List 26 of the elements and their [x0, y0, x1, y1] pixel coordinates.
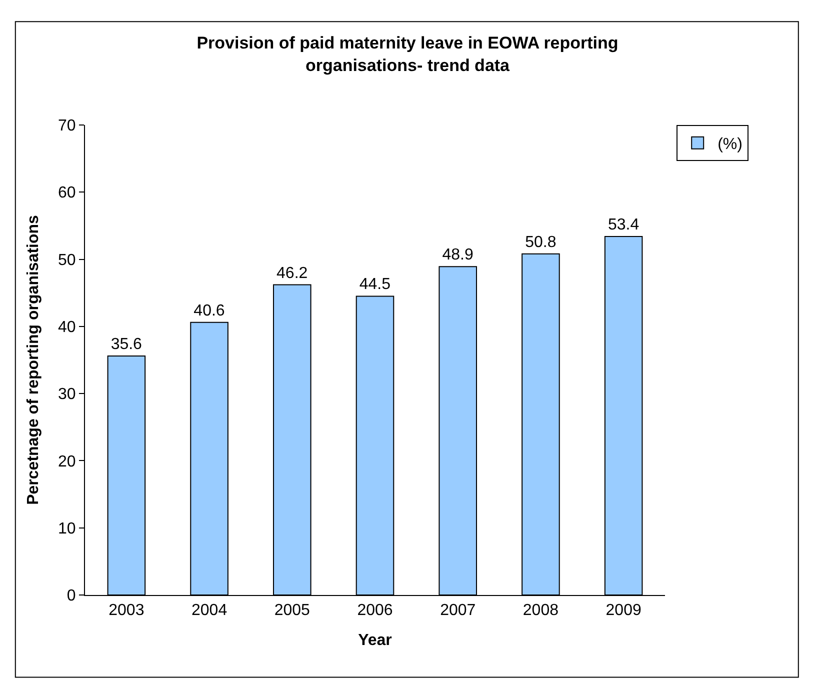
- x-tick-label: 2004: [191, 602, 228, 620]
- y-tick-label: 50: [58, 252, 76, 269]
- x-axis-title: Year: [358, 632, 392, 649]
- x-tick-label: 2009: [606, 602, 642, 620]
- y-tick-label: 0: [66, 588, 76, 605]
- data-label: 50.8: [525, 234, 556, 251]
- data-label: 46.2: [276, 264, 308, 282]
- x-tick-label: 2006: [357, 602, 393, 620]
- data-label: 44.5: [359, 276, 391, 294]
- y-tick-label: 30: [58, 386, 76, 404]
- x-tick-label: 2007: [440, 602, 476, 620]
- data-label: 48.9: [442, 246, 474, 264]
- y-tick-label: 70: [58, 118, 76, 135]
- data-label: 35.6: [110, 336, 142, 353]
- legend-label: (%): [718, 136, 742, 154]
- x-tick-label: 2005: [274, 602, 310, 620]
- y-tick-label: 60: [58, 184, 76, 202]
- chart-title: Provision of paid maternity leave in EOWA reporting organisations- trend data: [196, 34, 618, 75]
- x-tick-label: 2003: [108, 602, 144, 620]
- data-label: 40.6: [194, 302, 225, 320]
- y-tick-label: 40: [58, 319, 76, 336]
- y-tick-label: 10: [58, 520, 76, 538]
- y-tick-label: 20: [58, 453, 76, 470]
- data-label: 53.4: [608, 216, 640, 234]
- x-tick-label: 2008: [522, 602, 559, 620]
- y-axis-title: Percetnage of reporting organisations: [24, 214, 42, 505]
